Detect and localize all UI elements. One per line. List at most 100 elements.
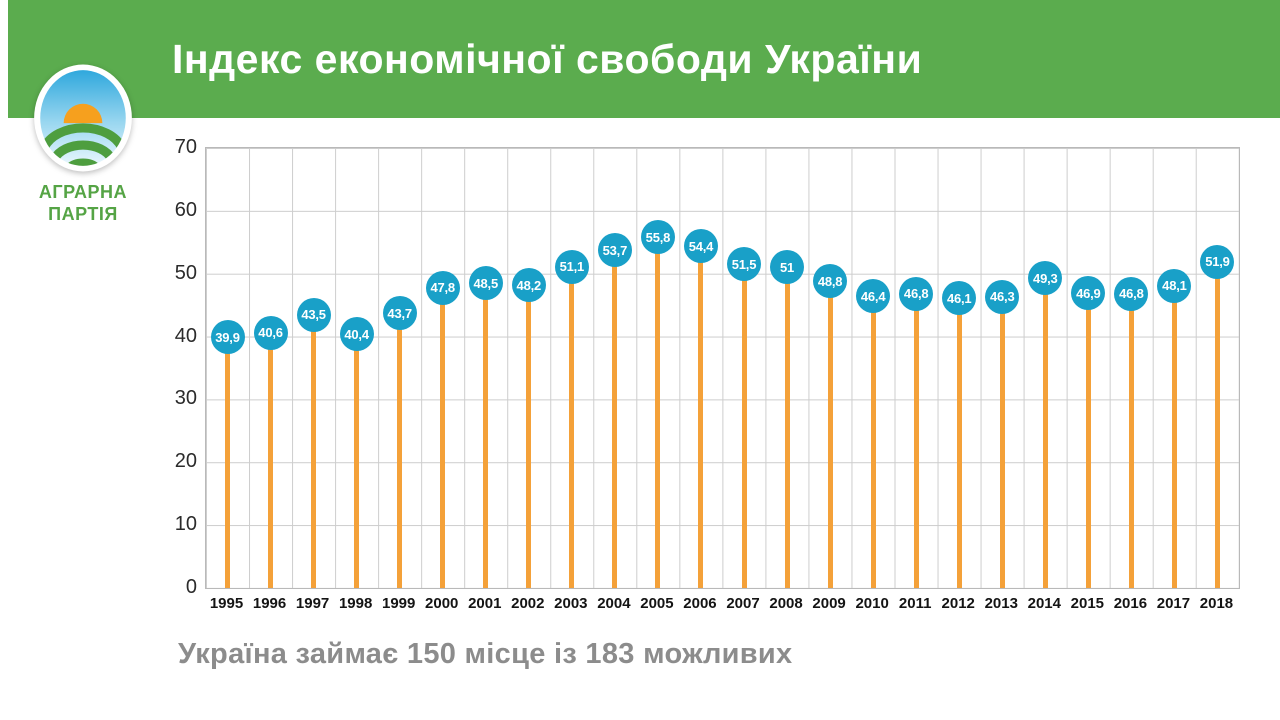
data-point-marker: 49,3 [1028,261,1063,296]
x-axis-label: 1997 [295,595,330,612]
data-point-value: 47,8 [430,280,455,296]
data-point-marker: 48,2 [511,268,546,303]
lollipop-stem [569,266,575,588]
data-point-marker: 46,3 [985,279,1020,314]
x-axis-label: 2007 [726,595,760,612]
data-point-value: 53,7 [602,242,628,258]
data-point-value: 46,8 [1119,286,1144,302]
x-axis-label: 2018 [1199,595,1234,612]
lollipop-stem [440,287,446,588]
lollipop-stem [956,298,962,588]
data-point-value: 51,5 [731,256,757,272]
lollipop-stem [1085,293,1091,588]
logo-org-name: АГРАРНА ПАРТІЯ [28,181,138,225]
y-axis-label: 50 [174,261,197,284]
data-point-value: 46,9 [1076,285,1101,301]
x-axis-label: 2013 [984,595,1018,612]
data-point-value: 48,1 [1162,278,1187,294]
data-point-value: 54,4 [688,238,714,254]
x-axis-label: 1996 [252,595,287,612]
x-axis-label: 2003 [554,595,588,612]
data-point-value: 40,6 [258,325,283,341]
data-point-value: 51,9 [1205,254,1230,270]
lollipop-stem [827,281,833,588]
lollipop-stem [741,264,747,588]
data-point-marker: 40,4 [339,317,374,352]
data-point-value: 43,5 [301,307,326,323]
lollipop-stem [784,267,790,588]
data-point-value: 48,5 [473,275,499,291]
x-axis-label: 2016 [1113,595,1148,612]
economic-freedom-chart: 39,9 40,6 43,5 40,4 43,7 47,8 48,5 48,2 51,1 53,7… [165,135,1255,627]
lollipop-stem [913,293,919,588]
data-point-value: 39,9 [215,329,240,345]
data-point-marker: 40,6 [253,315,288,350]
lollipop-stem [268,332,274,588]
data-point-value: 51,1 [559,259,585,275]
lollipop-stem [311,314,317,588]
x-axis-label: 2008 [769,595,803,612]
agrarian-party-logo-icon [34,64,132,172]
data-point-value: 43,7 [387,305,412,321]
data-point-marker: 48,8 [813,264,848,299]
x-axis-label: 2001 [468,595,502,612]
plot-area: 39,9 40,6 43,5 40,4 43,7 47,8 48,5 48,2 51,1 53,7… [205,147,1240,589]
lollipop-stem [870,296,876,588]
data-point-marker: 51,1 [554,249,589,284]
data-point-value: 55,8 [645,229,671,245]
x-axis-label: 2012 [941,595,975,612]
data-point-marker: 51,5 [727,247,762,282]
field-arcs-icon [40,123,126,166]
data-point-marker: 46,1 [942,281,977,316]
x-axis-label: 1995 [209,595,244,612]
data-point-value: 46,4 [860,288,886,304]
lollipop-stem [526,285,532,588]
lollipop-stem [397,313,403,588]
lollipop-stem [1214,261,1220,588]
y-axis-label: 10 [174,513,197,536]
x-axis-label: 1998 [338,595,373,612]
data-point-marker: 39,9 [210,320,245,355]
y-axis-label: 40 [174,324,197,347]
data-point-marker: 55,8 [640,220,675,255]
data-point-marker: 51 [770,250,805,285]
x-axis-label: 2009 [812,595,846,612]
agrarian-party-logo: АГРАРНА ПАРТІЯ [28,62,138,225]
data-point-marker: 46,8 [899,276,934,311]
data-point-value: 46,1 [946,290,972,306]
x-axis-label: 2002 [511,595,545,612]
logo-org-line2: ПАРТІЯ [48,204,118,224]
x-axis-label: 2014 [1027,595,1061,612]
y-axis-label: 70 [174,136,197,158]
data-point-marker: 46,9 [1071,276,1106,311]
data-point-marker: 48,5 [468,266,503,301]
data-point-marker: 46,4 [856,279,891,314]
data-point-marker: 43,7 [382,296,417,331]
data-point-marker: 54,4 [683,229,718,264]
x-axis-label: 1999 [381,595,416,612]
data-point-value: 40,4 [344,326,369,342]
data-point-value: 51 [780,259,795,275]
data-point-value: 48,8 [817,273,843,289]
x-axis-label: 2010 [855,595,889,612]
data-point-marker: 47,8 [425,270,460,305]
x-axis-label: 2005 [640,595,674,612]
data-point-marker: 48,1 [1157,268,1192,303]
y-axis-label: 60 [174,198,197,221]
lollipop-stem [999,296,1005,588]
y-axis-label: 30 [174,387,197,410]
logo-org-line1: АГРАРНА [38,182,128,202]
lollipop-stem [1042,278,1048,588]
lollipop-stem [1171,285,1177,588]
data-point-marker: 43,5 [296,297,331,332]
x-axis-label: 2000 [425,595,459,612]
data-point-value: 46,3 [990,289,1015,305]
y-axis-label: 0 [185,576,197,598]
data-point-marker: 53,7 [597,233,632,268]
lollipop-stem [612,250,618,588]
data-point-marker: 46,8 [1114,276,1149,311]
lollipop-stem [698,246,704,588]
x-axis-label: 2006 [683,595,717,612]
lollipop-stem [655,237,661,588]
y-axis-label: 20 [174,450,197,473]
